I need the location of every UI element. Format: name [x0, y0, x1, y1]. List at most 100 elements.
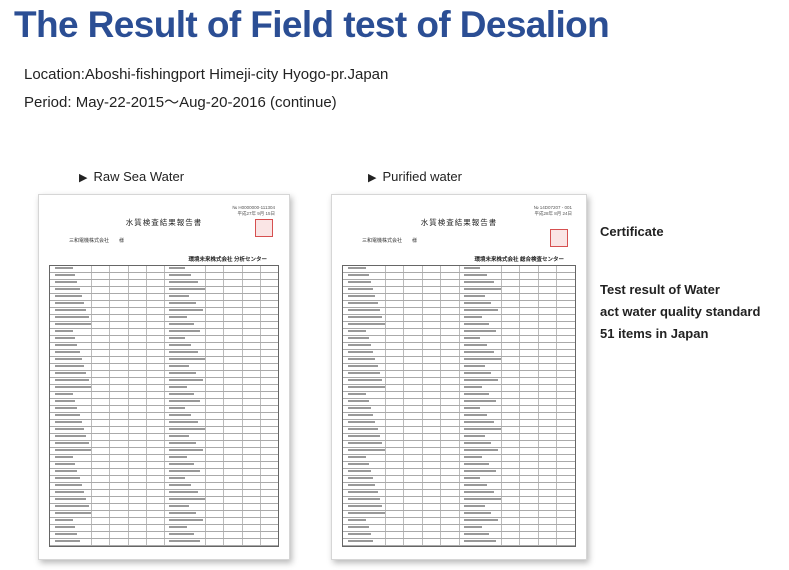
table-row [343, 266, 575, 273]
table-row [50, 448, 278, 455]
triangle-bullet-icon: ▶ [79, 172, 88, 184]
test-result-line-2: act water quality standard [600, 304, 761, 319]
page-title: The Result of Field test of Desalion [14, 4, 610, 45]
purified-water-label: Purified water [382, 169, 462, 184]
table-row [343, 532, 575, 539]
raw-sea-water-caption: ▶ Raw Sea Water [79, 169, 184, 184]
table-row [50, 315, 278, 322]
table-row [343, 378, 575, 385]
table-row [50, 420, 278, 427]
table-row [343, 511, 575, 518]
table-row [343, 441, 575, 448]
table-row [343, 385, 575, 392]
report-client: 三和電機株式会社 様 [69, 238, 125, 244]
table-row [50, 511, 278, 518]
table-row [50, 399, 278, 406]
table-row [343, 287, 575, 294]
table-row [343, 308, 575, 315]
table-row [343, 469, 575, 476]
table-row [50, 434, 278, 441]
table-row [50, 469, 278, 476]
table-row [50, 378, 278, 385]
table-row [343, 280, 575, 287]
table-row [50, 490, 278, 497]
seal-stamp [550, 229, 568, 247]
table-row [50, 280, 278, 287]
table-row [50, 308, 278, 315]
table-row [50, 329, 278, 336]
table-row [50, 294, 278, 301]
table-row [50, 518, 278, 525]
table-row [343, 406, 575, 413]
report-title: 水質検査結果報告書 [420, 218, 498, 227]
test-result-line-1: Test result of Water [600, 282, 720, 297]
table-row [50, 287, 278, 294]
table-row [50, 504, 278, 511]
seal-stamp [255, 219, 273, 237]
table-row [343, 357, 575, 364]
table-row [50, 525, 278, 532]
table-row [50, 539, 278, 546]
purified-water-report: № 14D07207 - 001 平成28年 8月 24日 水質検査結果報告書 … [331, 194, 587, 560]
table-row [343, 476, 575, 483]
table-row [343, 525, 575, 532]
table-row [50, 462, 278, 469]
test-result-line-3: 51 items in Japan [600, 326, 709, 341]
certificate-label: Certificate [600, 224, 664, 239]
results-table [49, 265, 279, 547]
table-row [343, 336, 575, 343]
table-row [50, 357, 278, 364]
table-row [50, 413, 278, 420]
report-client: 三和電機株式会社 様 [362, 238, 418, 244]
table-row [343, 273, 575, 280]
table-row [50, 392, 278, 399]
table-row [343, 462, 575, 469]
table-row [343, 343, 575, 350]
table-row [343, 434, 575, 441]
report-title: 水質検査結果報告書 [125, 218, 203, 227]
report-organization: 環境未来株式会社 分析センター [188, 257, 267, 263]
table-row [343, 518, 575, 525]
table-row [50, 301, 278, 308]
table-row [50, 532, 278, 539]
table-row [343, 364, 575, 371]
table-row [50, 364, 278, 371]
table-row [343, 427, 575, 434]
table-row [343, 483, 575, 490]
table-row [343, 371, 575, 378]
table-row [50, 427, 278, 434]
raw-sea-water-report: № H0000000-111304 平成27年 9月 15日 水質検査結果報告書… [38, 194, 290, 560]
table-row [343, 490, 575, 497]
table-row [343, 315, 575, 322]
table-row [343, 504, 575, 511]
table-row [50, 322, 278, 329]
table-row [50, 371, 278, 378]
table-row [343, 497, 575, 504]
triangle-bullet-icon: ▶ [368, 172, 377, 184]
table-row [50, 441, 278, 448]
purified-water-caption: ▶ Purified water [368, 169, 462, 184]
table-row [50, 350, 278, 357]
table-row [343, 294, 575, 301]
table-row [343, 392, 575, 399]
table-row [343, 448, 575, 455]
table-row [50, 336, 278, 343]
table-row [343, 322, 575, 329]
table-row [343, 350, 575, 357]
table-row [50, 273, 278, 280]
table-row [343, 301, 575, 308]
table-row [50, 343, 278, 350]
table-row [50, 483, 278, 490]
table-row [343, 329, 575, 336]
raw-sea-water-label: Raw Sea Water [93, 169, 185, 184]
table-row [343, 399, 575, 406]
table-row [50, 266, 278, 273]
table-row [50, 476, 278, 483]
table-row [343, 413, 575, 420]
table-row [50, 385, 278, 392]
table-row [50, 406, 278, 413]
table-row [343, 455, 575, 462]
period-text: Period: May-22-2015～Aug-20-2016 (continu… [24, 94, 337, 111]
table-row [343, 539, 575, 546]
report-number: № 14D07207 - 001 平成28年 8月 24日 [533, 205, 572, 216]
